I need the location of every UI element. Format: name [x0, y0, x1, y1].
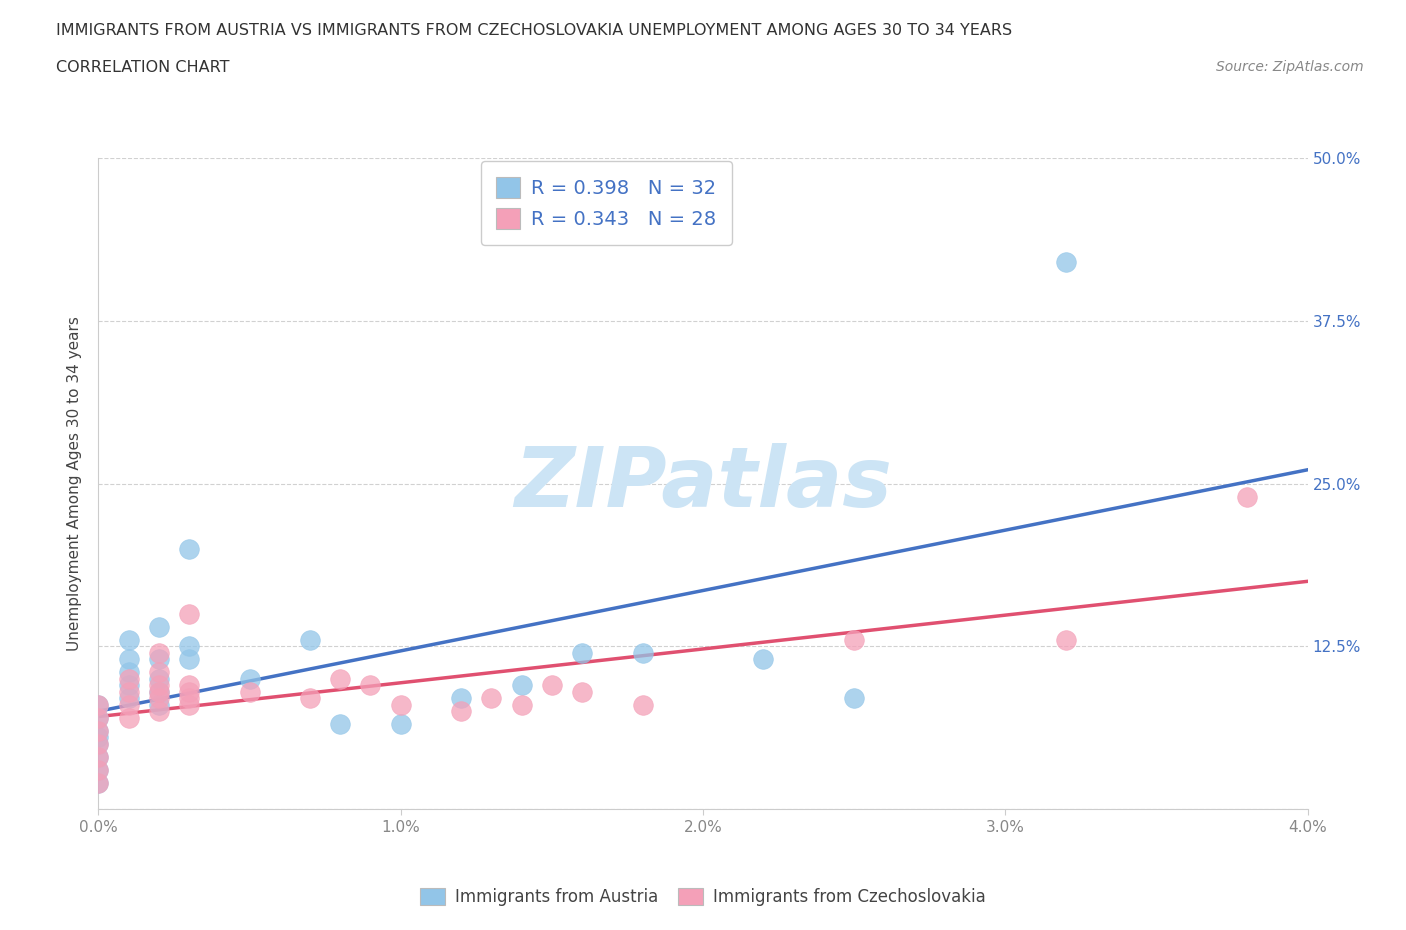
Point	[389, 717, 412, 732]
Point	[87, 711, 110, 725]
Point	[87, 763, 110, 777]
Point	[148, 704, 170, 719]
Point	[299, 691, 322, 706]
Point	[844, 632, 866, 647]
Point	[87, 730, 110, 745]
Text: CORRELATION CHART: CORRELATION CHART	[56, 60, 229, 75]
Point	[450, 704, 472, 719]
Point	[87, 776, 110, 790]
Point	[179, 678, 201, 693]
Point	[752, 652, 775, 667]
Point	[118, 671, 141, 686]
Point	[1236, 489, 1258, 504]
Point	[179, 698, 201, 712]
Point	[87, 698, 110, 712]
Point	[87, 698, 110, 712]
Point	[87, 750, 110, 764]
Point	[239, 684, 262, 699]
Point	[148, 691, 170, 706]
Point	[571, 684, 593, 699]
Point	[118, 698, 141, 712]
Point	[510, 698, 533, 712]
Point	[389, 698, 412, 712]
Text: IMMIGRANTS FROM AUSTRIA VS IMMIGRANTS FROM CZECHOSLOVAKIA UNEMPLOYMENT AMONG AGE: IMMIGRANTS FROM AUSTRIA VS IMMIGRANTS FR…	[56, 23, 1012, 38]
Legend: R = 0.398   N = 32, R = 0.343   N = 28: R = 0.398 N = 32, R = 0.343 N = 28	[481, 161, 733, 245]
Point	[87, 737, 110, 751]
Point	[631, 645, 654, 660]
Legend: Immigrants from Austria, Immigrants from Czechoslovakia: Immigrants from Austria, Immigrants from…	[413, 881, 993, 912]
Point	[329, 671, 352, 686]
Point	[179, 639, 201, 654]
Point	[148, 678, 170, 693]
Point	[1054, 255, 1077, 270]
Point	[87, 750, 110, 764]
Point	[118, 665, 141, 680]
Point	[118, 652, 141, 667]
Point	[118, 691, 141, 706]
Point	[148, 684, 170, 699]
Point	[148, 665, 170, 680]
Point	[148, 619, 170, 634]
Point	[360, 678, 382, 693]
Point	[118, 678, 141, 693]
Point	[299, 632, 322, 647]
Point	[148, 652, 170, 667]
Text: ZIPatlas: ZIPatlas	[515, 443, 891, 525]
Point	[148, 645, 170, 660]
Point	[510, 678, 533, 693]
Point	[179, 652, 201, 667]
Y-axis label: Unemployment Among Ages 30 to 34 years: Unemployment Among Ages 30 to 34 years	[67, 316, 83, 651]
Point	[329, 717, 352, 732]
Point	[148, 698, 170, 712]
Point	[118, 632, 141, 647]
Point	[631, 698, 654, 712]
Point	[87, 724, 110, 738]
Point	[118, 711, 141, 725]
Point	[148, 684, 170, 699]
Point	[87, 711, 110, 725]
Point	[118, 684, 141, 699]
Point	[87, 763, 110, 777]
Point	[450, 691, 472, 706]
Text: Source: ZipAtlas.com: Source: ZipAtlas.com	[1216, 60, 1364, 74]
Point	[179, 606, 201, 621]
Point	[1054, 632, 1077, 647]
Point	[87, 737, 110, 751]
Point	[179, 541, 201, 556]
Point	[844, 691, 866, 706]
Point	[148, 671, 170, 686]
Point	[239, 671, 262, 686]
Point	[87, 776, 110, 790]
Point	[87, 724, 110, 738]
Point	[571, 645, 593, 660]
Point	[541, 678, 564, 693]
Point	[179, 691, 201, 706]
Point	[481, 691, 503, 706]
Point	[179, 684, 201, 699]
